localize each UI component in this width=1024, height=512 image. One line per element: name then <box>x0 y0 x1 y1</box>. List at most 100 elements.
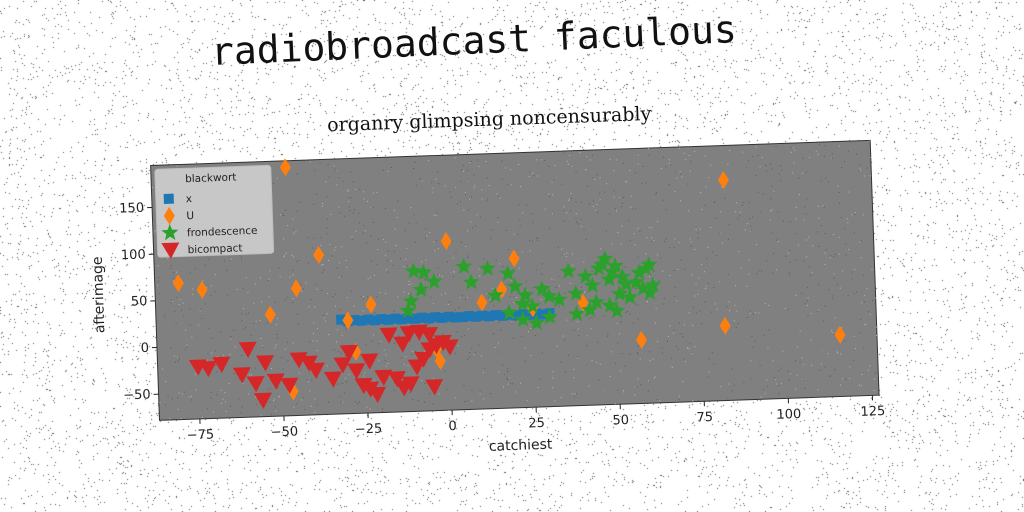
noise-dot <box>812 245 814 247</box>
noise-dot <box>358 401 361 403</box>
noise-dot <box>468 180 470 182</box>
noise-dot <box>479 390 481 392</box>
noise-dot <box>517 234 519 236</box>
noise-dot <box>639 230 641 232</box>
data-point <box>596 249 614 267</box>
noise-dot <box>467 328 469 330</box>
noise-dot <box>634 244 636 246</box>
noise-dot <box>176 165 178 167</box>
noise-dot <box>766 260 768 262</box>
noise-dot <box>669 325 671 327</box>
noise-dot <box>818 217 820 219</box>
noise-dot <box>295 261 297 263</box>
noise-dot <box>248 393 250 395</box>
noise-dot <box>230 336 232 338</box>
noise-dot <box>680 173 682 175</box>
noise-dot <box>363 296 365 298</box>
noise-dot <box>746 316 748 318</box>
noise-dot <box>321 289 323 292</box>
noise-dot <box>316 327 318 329</box>
noise-dot <box>306 379 308 381</box>
noise-dot <box>654 376 656 378</box>
noise-dot <box>233 329 235 331</box>
noise-dot <box>775 146 777 148</box>
noise-dot <box>498 321 500 323</box>
noise-dot <box>338 276 340 278</box>
noise-dot <box>571 253 574 255</box>
noise-dot <box>214 291 216 293</box>
plot-noise <box>151 140 878 420</box>
noise-dot <box>431 191 433 193</box>
noise-dot <box>350 197 352 199</box>
noise-dot <box>405 356 407 358</box>
noise-dot <box>623 391 625 393</box>
data-point <box>600 270 618 287</box>
noise-dot <box>335 246 337 248</box>
noise-dot <box>622 390 624 392</box>
noise-dot <box>526 399 528 401</box>
noise-dot <box>441 294 443 296</box>
noise-dot <box>665 209 667 211</box>
noise-dot <box>190 395 193 397</box>
noise-dot <box>457 345 459 347</box>
noise-dot <box>778 173 780 175</box>
noise-dot <box>577 328 579 330</box>
noise-dot <box>548 165 550 167</box>
noise-dot <box>344 355 346 357</box>
noise-dot <box>838 236 840 238</box>
noise-dot <box>726 306 728 308</box>
noise-dot <box>591 360 593 362</box>
noise-dot <box>524 360 526 362</box>
data-point <box>533 280 551 297</box>
noise-dot <box>367 278 369 280</box>
noise-dot <box>827 353 829 355</box>
noise-dot <box>853 232 855 234</box>
noise-dot <box>502 266 504 268</box>
noise-dot <box>340 212 342 214</box>
noise-dot <box>739 211 741 213</box>
noise-dot <box>363 298 365 300</box>
noise-dot <box>629 169 631 172</box>
noise-dot <box>352 212 354 214</box>
noise-dot <box>637 256 639 258</box>
noise-dot <box>424 382 426 384</box>
noise-dot <box>795 233 797 235</box>
noise-dot <box>614 208 616 210</box>
noise-dot <box>479 275 481 277</box>
noise-dot <box>577 356 579 358</box>
noise-dot <box>678 147 680 149</box>
noise-dot <box>226 269 228 271</box>
noise-dot <box>663 303 665 305</box>
noise-dot <box>479 393 481 395</box>
noise-dot <box>241 320 243 322</box>
noise-dot <box>824 264 826 266</box>
noise-dot <box>397 296 399 298</box>
noise-dot <box>663 156 665 158</box>
noise-dot <box>563 220 566 222</box>
noise-dot <box>830 375 832 377</box>
noise-dot <box>805 213 807 215</box>
noise-dot <box>571 165 573 167</box>
data-point <box>306 362 325 379</box>
noise-dot <box>784 307 786 309</box>
noise-dot <box>167 258 169 260</box>
noise-dot <box>385 365 387 367</box>
noise-dot <box>560 361 562 363</box>
data-point <box>719 316 731 335</box>
data-point <box>339 344 358 362</box>
noise-dot <box>840 353 842 355</box>
noise-dot <box>349 206 351 208</box>
noise-dot <box>583 229 585 231</box>
noise-dot <box>500 329 502 331</box>
noise-dot <box>599 177 601 179</box>
x-tick-label: 50 <box>612 413 629 429</box>
data-point <box>630 263 648 281</box>
noise-dot <box>393 342 396 344</box>
noise-dot <box>499 263 501 265</box>
noise-dot <box>641 182 643 184</box>
noise-dot <box>568 199 570 201</box>
noise-dot <box>728 223 730 225</box>
data-point <box>402 292 420 309</box>
noise-dot <box>314 170 316 172</box>
legend-entry: bicompact <box>161 242 243 259</box>
